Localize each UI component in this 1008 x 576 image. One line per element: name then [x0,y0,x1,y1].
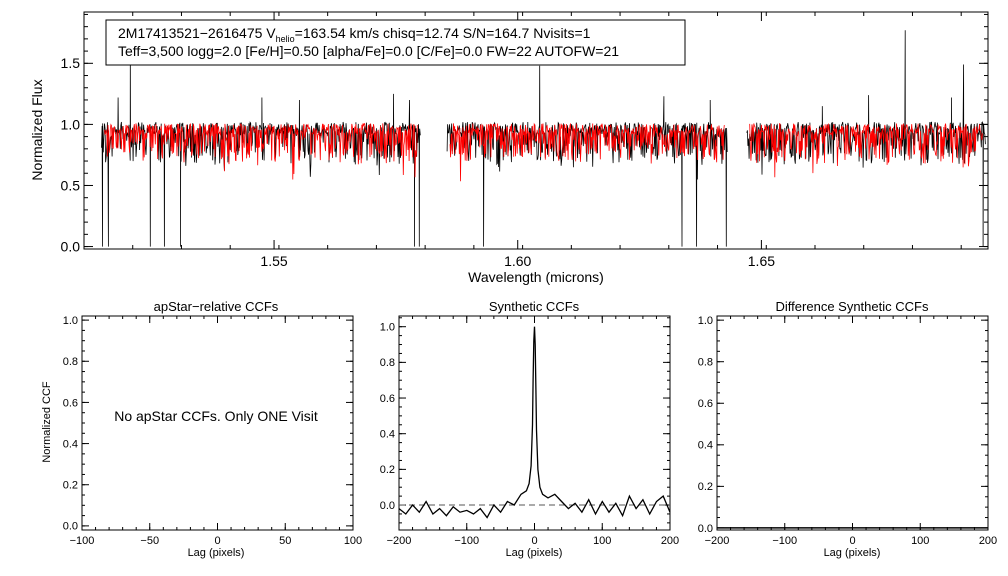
spectrum-axis-ticks: 1.55 1.60 1.65 0.0 0.5 1.0 1.5 [61,12,988,269]
ytick-label: 0.8 [698,357,713,369]
ytick-label: 1.0 [380,322,395,334]
ytick-label: 0.2 [380,464,395,476]
model-spectrum-chip-1 [104,123,418,180]
ytick-label: 0.0 [380,500,395,512]
difference-ccf-panel: Difference Synthetic CCFs −200 −100 0 100 20… [698,299,997,559]
model-spectrum-chip-2 [449,122,725,182]
synthetic-ccf-title: Synthetic CCFs [489,299,580,314]
xtick-label: 1.55 [260,253,287,269]
synthetic-ccf-series [398,326,671,519]
xtick-label: 100 [344,535,362,547]
ytick-label: 0.6 [698,398,713,410]
xtick-label: 100 [593,535,611,547]
xtick-label: 1.60 [504,253,531,269]
xtick-label: −100 [772,535,797,547]
xtick-label: −200 [705,535,730,547]
ytick-label: 0.6 [63,397,78,409]
ytick-label: 1.0 [61,116,81,132]
difference-ccf-frame [716,315,989,531]
info-line1-subscript: helio [276,34,295,44]
ytick-label: 0.4 [63,438,78,450]
xtick-label: −100 [70,535,95,547]
observed-spectrum-chip-2 [446,65,728,247]
synthetic-ccf-xlabel: Lag (pixels) [506,547,563,559]
ytick-label: 0.2 [63,480,78,492]
xtick-label: 1.65 [748,253,775,269]
xtick-label: 50 [279,535,291,547]
ytick-label: 0.0 [698,523,713,535]
xtick-label: 0 [531,535,537,547]
ytick-label: 0.5 [61,177,81,193]
xtick-label: −100 [454,535,479,547]
xtick-label: 200 [979,535,997,547]
info-box-line2: Teff=3,500 logg=2.0 [Fe/H]=0.50 [alpha/F… [118,43,619,59]
synthetic-ccf-line [398,326,671,519]
spectrum-ylabel: Normalized Flux [29,79,45,180]
difference-ccf-xlabel: Lag (pixels) [824,547,881,559]
info-line1-prefix: 2M17413521−2616475 V [118,25,276,41]
xtick-label: 0 [849,535,855,547]
xtick-label: 200 [661,535,679,547]
spectrum-plot-frame [83,11,989,250]
xtick-label: 100 [911,535,929,547]
spectrum-panel: 1.55 1.60 1.65 0.0 0.5 1.0 1.5 Wavelength (mic… [29,11,989,285]
ytick-label: 0.6 [380,393,395,405]
ytick-label: 1.0 [63,315,78,327]
ytick-label: 0.8 [380,357,395,369]
apstar-ccf-panel: apStar−relative CCFs −100 −50 0 50 100 0.0 0.2… [41,299,362,559]
difference-ccf-title: Difference Synthetic CCFs [776,299,929,314]
xtick-label: −200 [387,535,412,547]
model-spectrum-line [104,122,983,182]
apstar-ccf-axis-ticks: −100 −50 0 50 100 0.0 0.2 0.4 0.6 0.8 1.0 [63,315,362,547]
apstar-ccf-annotation: No apStar CCFs. Only ONE Visit [114,408,318,424]
xtick-label: 0 [214,535,220,547]
ytick-label: 0.8 [63,356,78,368]
difference-ccf-axis-ticks: −200 −100 0 100 200 0.0 0.2 0.4 0.6 0.8 1.0 [698,315,997,547]
xtick-label: −50 [140,535,159,547]
apstar-ccf-title: apStar−relative CCFs [154,299,279,314]
synthetic-ccf-axis-ticks: −200 −100 0 100 200 0.0 0.2 0.4 0.6 0.8 1.0 [380,316,679,547]
ytick-label: 1.0 [698,315,713,327]
spectrum-xlabel: Wavelength (microns) [468,269,604,285]
ytick-label: 0.4 [380,429,395,441]
info-line1-suffix: =163.54 km/s chisq=12.74 S/N=164.7 Nvisi… [295,25,591,41]
ytick-label: 0.4 [698,440,713,452]
observed-spectrum-chip-1 [101,53,421,247]
apstar-ccf-ylabel: Normalized CCF [41,381,53,463]
synthetic-ccf-panel: Synthetic CCFs −200 −100 0 100 200 0.0 0.2 0.4 0… [380,299,679,559]
ytick-label: 0.0 [61,238,81,254]
model-spectrum-chip-3 [749,123,983,178]
spectrum-info-box: 2M17413521−2616475 Vhelio=163.54 km/s ch… [105,19,686,66]
ytick-label: 0.0 [63,521,78,533]
info-box-line1: 2M17413521−2616475 Vhelio=163.54 km/s ch… [118,25,591,44]
apstar-ccf-xlabel: Lag (pixels) [188,547,245,559]
ytick-label: 0.2 [698,481,713,493]
ytick-label: 1.5 [61,55,81,71]
